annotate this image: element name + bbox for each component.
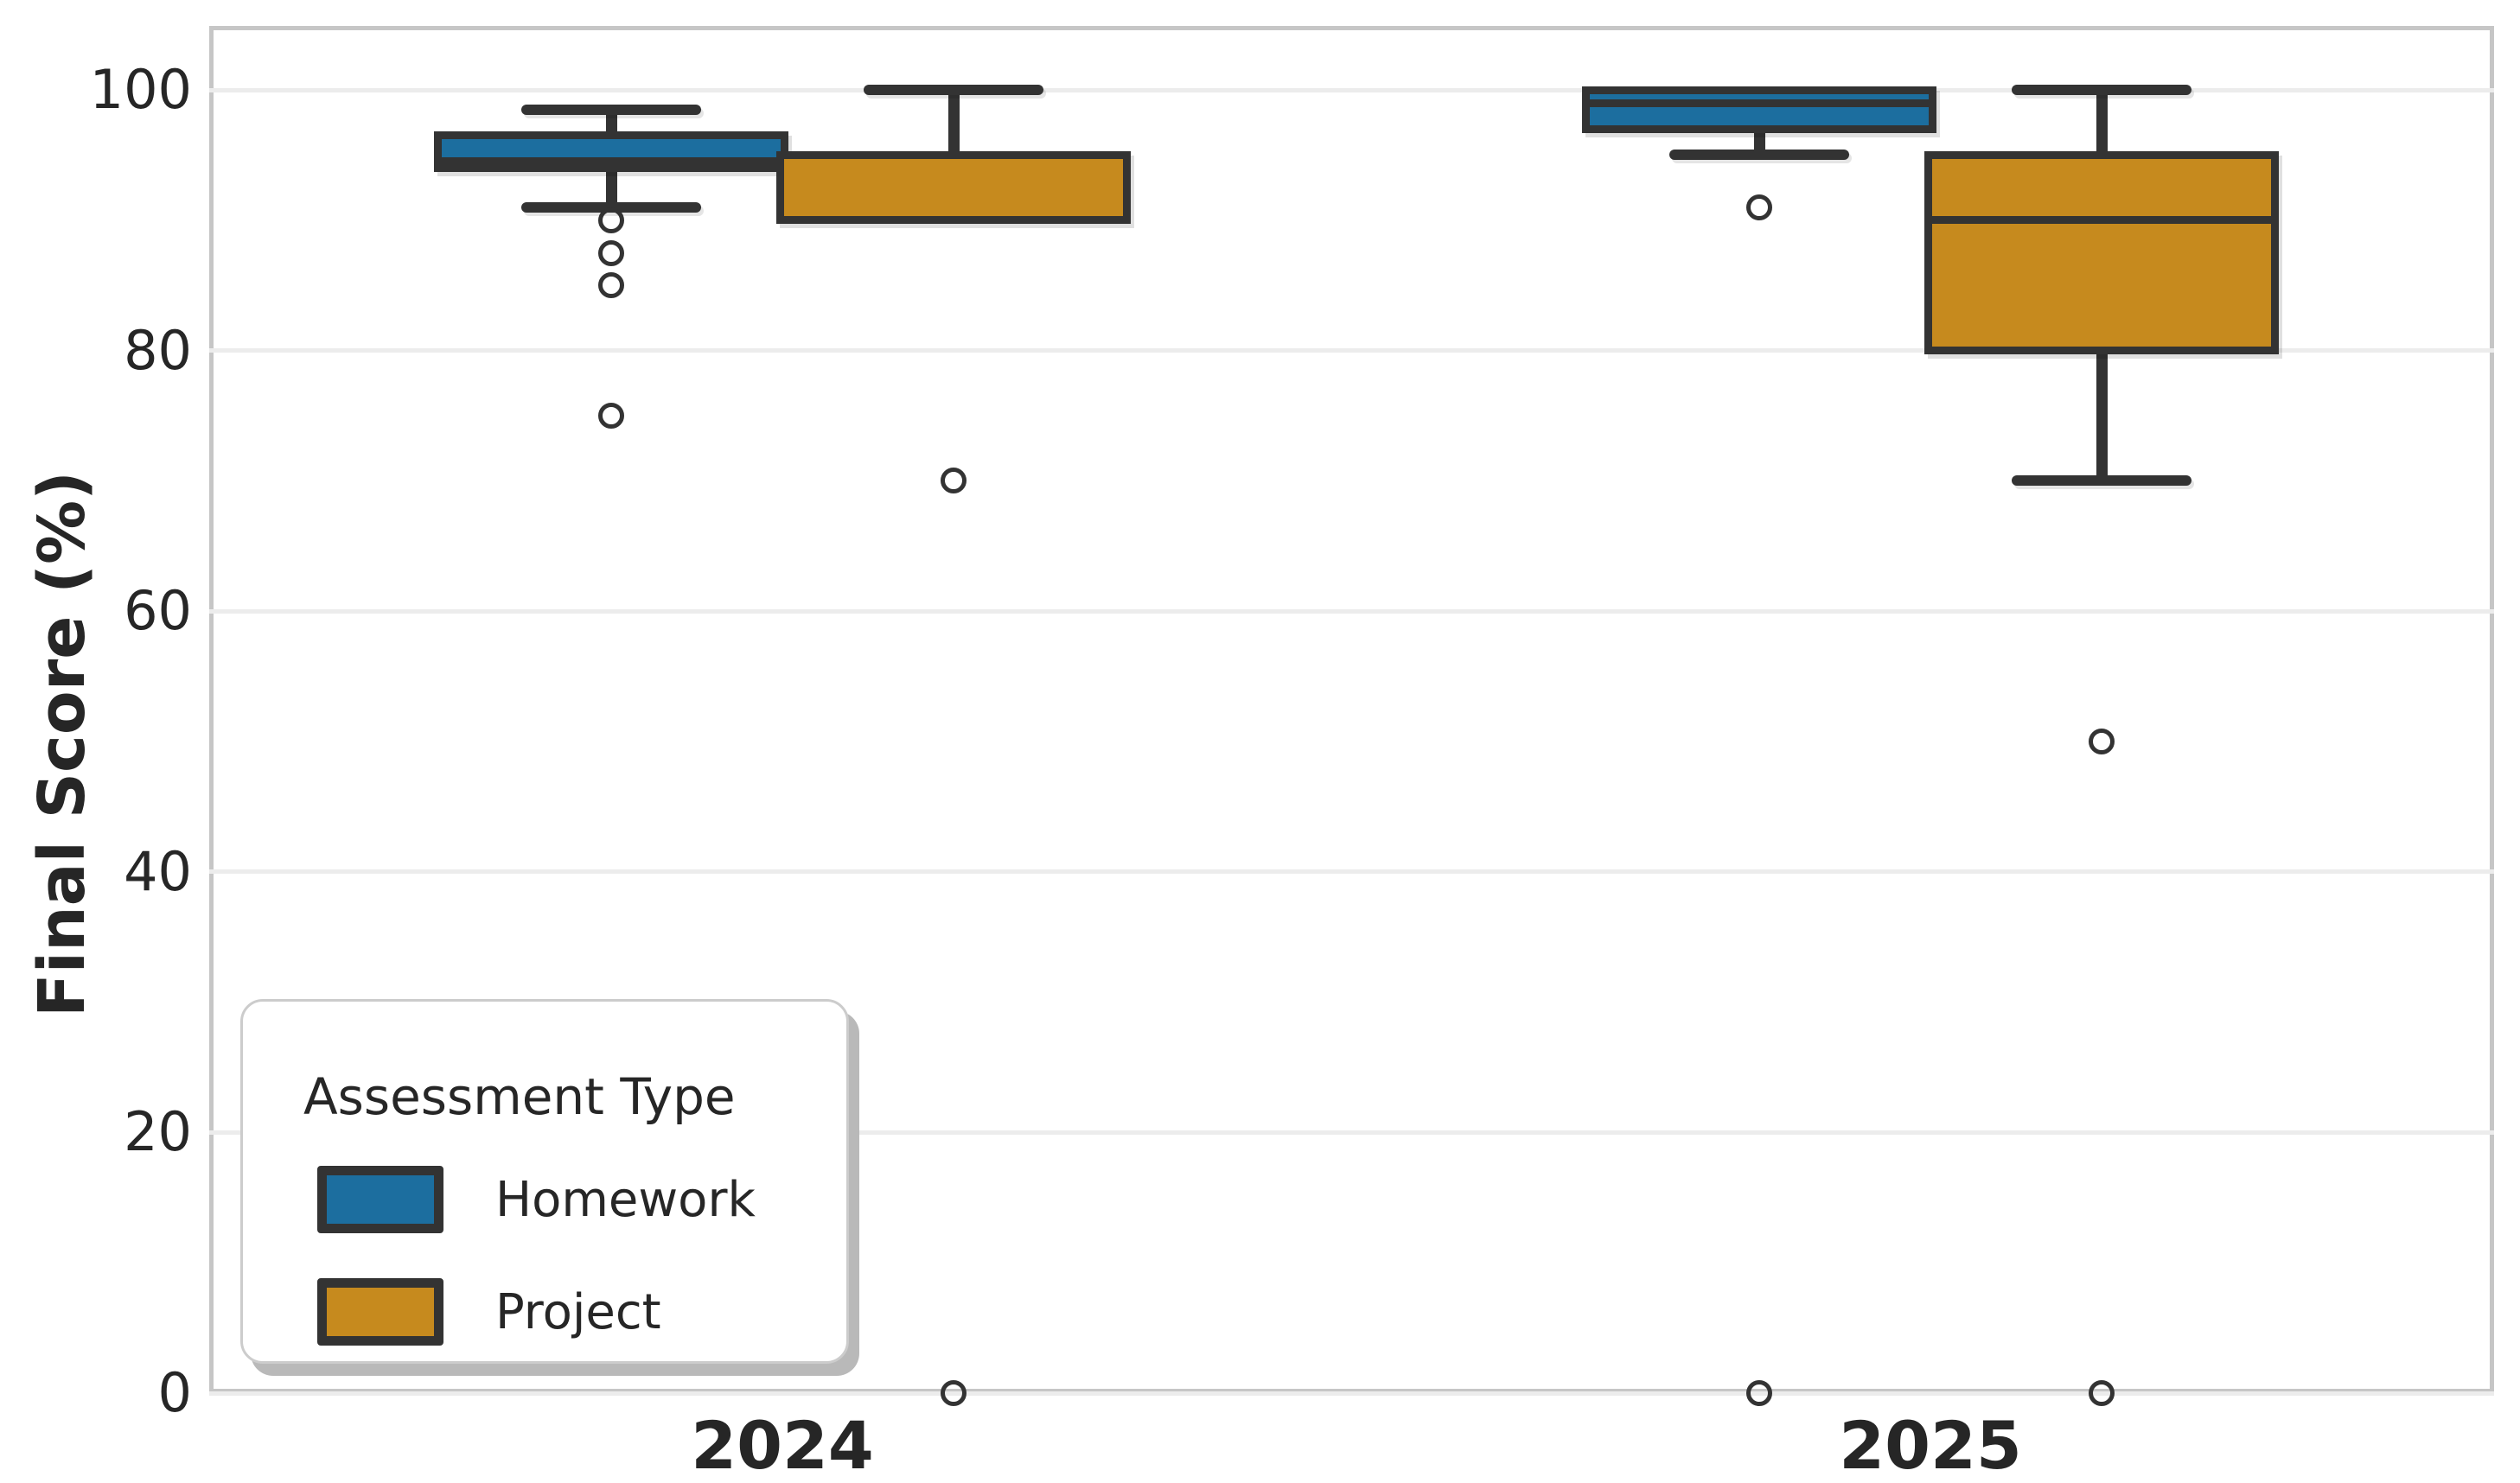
y-tick-label-80: 80 (124, 318, 192, 382)
box-homework-2024 (434, 131, 788, 172)
gridline-60 (209, 608, 2494, 614)
legend-label-project: Project (495, 1283, 661, 1340)
outlier-point-homework-2024-85 (598, 272, 624, 299)
outlier-point-homework-2024-75 (598, 403, 624, 429)
outlier-point-homework-2025-91 (1746, 194, 1772, 220)
upper-whisker-stem-project-2024 (947, 90, 960, 156)
lower-whisker-stem-project-2025 (2096, 350, 2108, 481)
outlier-point-project-2025-50 (2089, 729, 2115, 754)
gridline-100 (209, 87, 2494, 92)
outlier-point-project-2025-0 (2089, 1380, 2115, 1406)
median-line-homework-2024 (442, 157, 781, 166)
x-tick-label-2024: 2024 (691, 1407, 874, 1483)
y-tick-label-0: 0 (157, 1361, 192, 1424)
legend-label-homework: Homework (495, 1171, 756, 1228)
median-line-homework-2025 (1590, 99, 1929, 107)
gridline-20 (209, 1130, 2494, 1135)
outlier-point-homework-2024-90 (598, 207, 624, 233)
lower-whisker-cap-project-2025 (2012, 475, 2191, 487)
box-project-2024 (776, 150, 1131, 225)
y-axis-label: Final Score (%) (25, 471, 99, 1017)
project-swatch-icon (317, 1278, 443, 1346)
lower-whisker-stem-homework-2024 (605, 168, 617, 207)
box-homework-2025 (1582, 86, 1936, 133)
legend-title: Assessment Type (303, 1067, 736, 1126)
lower-whisker-cap-homework-2025 (1669, 150, 1849, 161)
upper-whisker-cap-homework-2024 (521, 104, 701, 115)
legend: Assessment Type Homework Project (240, 999, 849, 1364)
legend-entry-project: Project (317, 1278, 812, 1346)
y-tick-label-20: 20 (124, 1100, 192, 1164)
x-tick-label-2025: 2025 (1839, 1407, 2022, 1483)
y-tick-label-100: 100 (89, 58, 192, 121)
outlier-point-homework-2024-87.5 (598, 239, 624, 266)
median-line-project-2025 (1932, 216, 2271, 225)
legend-entry-homework: Homework (317, 1166, 812, 1233)
lower-whisker-stem-homework-2025 (1753, 129, 1765, 156)
median-line-project-2024 (784, 216, 1123, 225)
upper-whisker-cap-project-2024 (864, 85, 1043, 95)
y-tick-label-60: 60 (124, 579, 192, 643)
y-tick-label-40: 40 (124, 839, 192, 903)
upper-whisker-cap-project-2025 (2012, 85, 2191, 95)
gridline-80 (209, 348, 2494, 353)
box-project-2025 (1924, 150, 2279, 355)
outlier-point-homework-2025-0 (1746, 1380, 1772, 1406)
gridline-0 (209, 1391, 2494, 1396)
gridline-40 (209, 869, 2494, 875)
outlier-point-project-2024-0 (941, 1380, 967, 1406)
homework-swatch-icon (317, 1166, 443, 1233)
upper-whisker-stem-homework-2024 (605, 109, 617, 136)
lower-whisker-cap-homework-2024 (521, 201, 701, 213)
outlier-point-project-2024-70 (941, 468, 967, 494)
upper-whisker-stem-project-2025 (2096, 90, 2108, 156)
